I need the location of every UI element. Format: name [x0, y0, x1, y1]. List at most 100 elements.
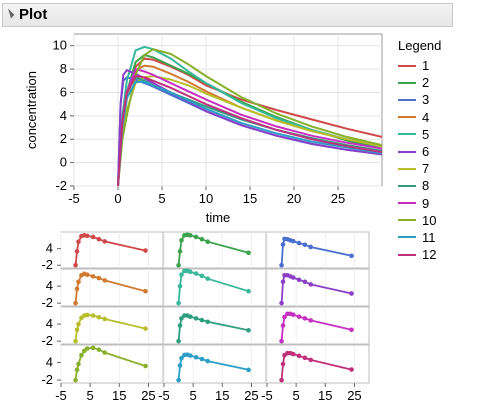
panel-point: [74, 327, 80, 333]
panel-point: [279, 377, 284, 383]
panel-x-tick-label: 15: [318, 388, 332, 403]
panel-point: [177, 283, 183, 289]
legend-swatch: [398, 98, 416, 101]
panel-x-tick-label: 5: [87, 388, 94, 403]
y-tick-label: 10: [53, 38, 67, 53]
panel-point: [179, 272, 184, 277]
x-tick-label: 0: [114, 191, 121, 206]
legend-label: 10: [422, 212, 437, 228]
legend-swatch: [398, 81, 416, 84]
panel-y-tick-label: -2: [41, 257, 53, 272]
panel-point: [308, 357, 314, 363]
panel-y-tick-label: -2: [41, 333, 53, 348]
panel-point: [199, 236, 205, 242]
x-tick-label: 20: [287, 191, 301, 206]
x-tick-label: 15: [243, 191, 257, 206]
legend-label: 11: [422, 229, 436, 245]
panel-point: [296, 314, 302, 319]
panel-point: [90, 345, 96, 351]
legend-item[interactable]: 10: [398, 212, 441, 229]
legend-item[interactable]: 9: [398, 195, 441, 212]
panel-point: [102, 316, 108, 322]
panel-point: [84, 272, 90, 277]
plot-header[interactable]: Plot: [2, 3, 453, 27]
panel-y-tick-label: -2: [41, 372, 53, 387]
panel-point: [280, 279, 286, 285]
panel-point: [193, 354, 199, 360]
legend-swatch: [398, 253, 416, 256]
panel-point: [76, 239, 81, 244]
panel-point: [176, 262, 181, 268]
legend-item[interactable]: 12: [398, 246, 441, 263]
x-tick-label: 5: [158, 191, 165, 206]
panel-point: [349, 367, 354, 372]
panel-point: [96, 275, 102, 281]
panel-point: [102, 278, 108, 283]
legend-label: 9: [422, 195, 430, 211]
panel-point: [205, 239, 211, 244]
legend-item[interactable]: 4: [398, 109, 441, 126]
panel-y-tick-label: 4: [46, 316, 53, 331]
panel-point: [176, 377, 181, 383]
y-tick-label: 6: [60, 84, 67, 99]
panel-point: [187, 269, 193, 275]
panel-point: [176, 338, 181, 344]
panel-point: [76, 361, 81, 367]
panel-point: [296, 277, 302, 283]
panel-point: [246, 288, 251, 294]
panel-point: [205, 319, 211, 325]
panel-point: [280, 242, 286, 247]
panel-point: [84, 233, 90, 239]
panel-point: [308, 318, 314, 323]
legend-label: 2: [422, 75, 430, 91]
panel-point: [246, 250, 251, 256]
legend-swatch: [398, 116, 416, 119]
x-axis-label: time: [206, 210, 231, 225]
panel-point: [73, 377, 78, 383]
panel-x-tick-label: -5: [261, 388, 273, 403]
legend-label: 12: [422, 247, 437, 263]
legend-label: 6: [422, 144, 430, 160]
panel-point: [177, 323, 183, 328]
legend-item[interactable]: 6: [398, 143, 441, 160]
panel-point: [290, 238, 296, 244]
panel-point: [205, 358, 211, 364]
x-tick-label: 25: [331, 191, 345, 206]
panel-point: [279, 338, 284, 344]
legend-label: 8: [422, 178, 430, 194]
panel-x-tick-label: -5: [158, 388, 170, 403]
legend-label: 5: [422, 126, 430, 142]
legend-item[interactable]: 3: [398, 91, 441, 108]
panel-point: [290, 351, 296, 357]
series-line-10: [117, 48, 382, 186]
legend: Legend 1 2 3 4 5 6 7 8 9 10 11 12: [398, 38, 441, 263]
legend-swatch: [398, 184, 416, 187]
panel-point: [179, 316, 184, 321]
y-tick-label: 0: [60, 155, 67, 170]
panel-point: [96, 347, 102, 352]
legend-item[interactable]: 8: [398, 177, 441, 194]
panel-point: [302, 355, 308, 361]
panel-point: [302, 242, 308, 248]
panel-point: [96, 314, 102, 320]
series-line-12: [117, 75, 382, 186]
panel-point: [349, 291, 354, 296]
legend-item[interactable]: 11: [398, 229, 441, 246]
panel-point: [308, 244, 314, 250]
legend-swatch: [398, 202, 416, 205]
legend-swatch: [398, 236, 416, 239]
panel-point: [279, 300, 284, 306]
panel-point: [302, 316, 308, 321]
panel-point: [84, 312, 90, 318]
panel-point: [246, 367, 251, 373]
panel-point: [74, 286, 80, 292]
legend-item[interactable]: 2: [398, 74, 441, 91]
legend-item[interactable]: 7: [398, 160, 441, 177]
panel-point: [143, 363, 148, 369]
legend-item[interactable]: 1: [398, 57, 441, 74]
y-tick-label: -2: [55, 178, 67, 193]
legend-item[interactable]: 5: [398, 126, 441, 143]
series-line-11: [117, 80, 382, 186]
panel-point: [193, 234, 199, 240]
